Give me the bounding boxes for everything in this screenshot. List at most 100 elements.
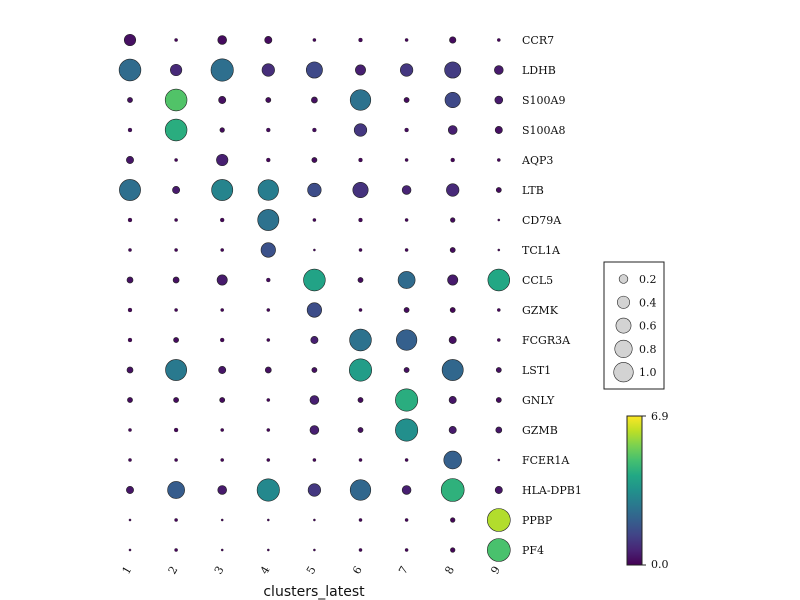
dot-cd79a-cluster-4 (257, 209, 280, 231)
dot-lst1-cluster-1 (126, 366, 134, 374)
gene-label-ldhb: LDHB (522, 64, 556, 77)
gene-label-pf4: PF4 (522, 544, 544, 557)
dot-fcer1a-cluster-5 (312, 458, 317, 462)
dot-hla-dpb1-cluster-8 (440, 478, 465, 502)
dot-ccl5-cluster-3 (216, 274, 228, 286)
dot-aqp3-cluster-7 (404, 158, 409, 162)
dot-ltb-cluster-9 (495, 187, 502, 193)
dot-ccr7-cluster-1 (123, 33, 137, 47)
dot-ltb-cluster-3 (211, 179, 234, 201)
colorbar-max-label: 6.9 (651, 410, 669, 423)
dot-gzmb-cluster-8 (448, 426, 457, 434)
gene-label-fcgr3a: FCGR3A (522, 334, 571, 347)
dot-s100a8-cluster-5 (312, 127, 317, 133)
dot-ltb-cluster-6 (352, 181, 369, 199)
dot-ltb-cluster-2 (172, 186, 181, 194)
dot-aqp3-cluster-6 (358, 157, 363, 163)
x-tick-5: 5 (304, 564, 319, 577)
dot-ccl5-cluster-2 (172, 276, 180, 284)
dot-s100a8-cluster-4 (266, 127, 271, 133)
dot-fcgr3a-cluster-4 (266, 338, 271, 342)
dot-cd79a-cluster-5 (312, 218, 317, 222)
dot-fcgr3a-cluster-7 (396, 329, 418, 351)
dot-tcl1a-cluster-7 (404, 248, 409, 252)
dot-hla-dpb1-cluster-7 (401, 485, 412, 495)
dot-pf4-cluster-4 (266, 548, 270, 552)
dot-lst1-cluster-3 (218, 366, 227, 374)
dot-fcgr3a-cluster-9 (497, 338, 501, 342)
dot-ccl5-cluster-9 (487, 268, 511, 292)
dot-gnly-cluster-4 (266, 398, 271, 402)
dot-s100a9-cluster-5 (311, 96, 318, 104)
dot-lst1-cluster-8 (441, 359, 464, 381)
dot-cd79a-cluster-7 (404, 218, 409, 222)
dot-lst1-cluster-9 (495, 367, 502, 373)
dot-ccl5-cluster-6 (357, 277, 364, 283)
dot-aqp3-cluster-8 (450, 157, 455, 163)
dot-ppbp-cluster-1 (128, 518, 132, 522)
dot-fcer1a-cluster-7 (404, 458, 409, 462)
dot-tcl1a-cluster-4 (260, 242, 276, 258)
dot-hla-dpb1-cluster-4 (256, 478, 280, 502)
x-tick-labels: 1 2 3 4 5 6 7 8 9 (120, 564, 504, 577)
gene-label-gzmk: GZMK (522, 304, 559, 317)
size-legend-label-2: 0.4 (639, 296, 657, 309)
dot-pf4-cluster-5 (313, 548, 316, 552)
dot-fcgr3a-cluster-1 (127, 337, 133, 343)
dot-cd79a-cluster-8 (450, 217, 456, 223)
dot-ccr7-cluster-5 (312, 38, 317, 42)
dot-hla-dpb1-cluster-3 (217, 485, 227, 495)
gene-label-s100a8: S100A8 (522, 124, 565, 137)
gene-label-cd79a: CD79A (522, 214, 562, 227)
dot-gzmk-cluster-8 (449, 307, 456, 313)
gene-label-ccl5: CCL5 (522, 274, 553, 287)
dot-ppbp-cluster-6 (358, 518, 363, 522)
dot-gnly-cluster-6 (357, 397, 364, 403)
x-tick-2: 2 (166, 564, 181, 577)
dot-gzmb-cluster-6 (357, 427, 364, 433)
dot-s100a9-cluster-1 (127, 97, 133, 103)
dot-s100a8-cluster-6 (353, 123, 368, 137)
dot-aqp3-cluster-4 (266, 157, 271, 163)
dot-gnly-cluster-3 (219, 397, 226, 403)
dot-ccr7-cluster-8 (449, 36, 457, 44)
dot-s100a9-cluster-2 (164, 88, 188, 112)
dot-gnly-cluster-7 (395, 388, 419, 412)
dot-s100a9-cluster-8 (444, 91, 461, 109)
dot-pf4-cluster-9 (486, 538, 511, 562)
dot-ldhb-cluster-9 (494, 65, 504, 75)
dot-grid (118, 33, 511, 562)
dot-cd79a-cluster-3 (220, 217, 225, 223)
dot-gzmb-cluster-4 (266, 428, 271, 432)
gene-label-gnly: GNLY (522, 394, 555, 407)
dot-ccl5-cluster-7 (397, 271, 416, 289)
dot-tcl1a-cluster-8 (449, 247, 456, 253)
dot-pf4-cluster-2 (174, 548, 178, 552)
dot-ccr7-cluster-2 (174, 38, 178, 42)
dot-tcl1a-cluster-5 (313, 248, 316, 252)
dot-ldhb-cluster-2 (170, 63, 183, 77)
dot-hla-dpb1-cluster-6 (349, 479, 372, 501)
gene-label-gzmb: GZMB (522, 424, 558, 437)
dot-ltb-cluster-5 (307, 182, 322, 198)
dot-gzmk-cluster-7 (403, 307, 410, 313)
dot-ldhb-cluster-6 (355, 64, 366, 76)
dot-ppbp-cluster-9 (486, 508, 511, 532)
dot-gnly-cluster-9 (495, 397, 502, 403)
dot-gzmk-cluster-1 (127, 307, 133, 313)
x-axis-title: clusters_latest (263, 584, 365, 600)
size-legend: 0.2 0.4 0.6 0.8 1.0 (603, 261, 665, 390)
dot-aqp3-cluster-3 (216, 153, 229, 167)
dot-ccr7-cluster-6 (358, 37, 363, 43)
dot-fcer1a-cluster-9 (497, 458, 501, 462)
dot-s100a9-cluster-4 (265, 97, 272, 103)
dot-fcer1a-cluster-4 (266, 458, 271, 462)
dot-ltb-cluster-4 (257, 179, 279, 201)
dot-ccl5-cluster-8 (447, 274, 459, 286)
gene-label-ltb: LTB (522, 184, 544, 197)
dot-gzmk-cluster-2 (174, 308, 178, 312)
dot-tcl1a-cluster-1 (128, 248, 132, 252)
size-legend-label-4: 0.8 (639, 343, 657, 356)
dot-ccl5-cluster-4 (266, 277, 271, 283)
